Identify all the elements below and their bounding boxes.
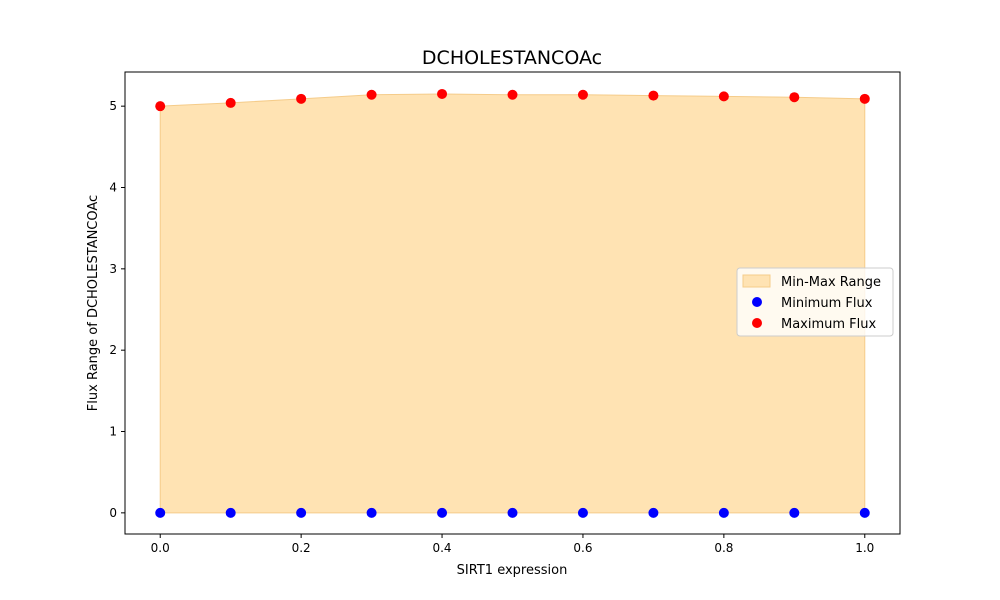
legend-label-range: Min-Max Range [781, 275, 881, 290]
y-tick-label: 1 [109, 425, 117, 439]
min-flux-point [718, 507, 729, 518]
x-axis-ticks: 0.0 0.2 0.4 0.6 0.8 1.0 [151, 534, 874, 555]
y-tick-label: 4 [109, 181, 117, 195]
y-tick-label: 2 [109, 343, 117, 357]
x-tick-label: 0.0 [151, 541, 170, 555]
y-axis-label: Flux Range of DCHOLESTANCOAc [86, 195, 101, 411]
min-flux-point [296, 507, 307, 518]
x-tick-label: 0.2 [292, 541, 311, 555]
data-points [155, 88, 870, 518]
legend-marker-min [752, 297, 762, 307]
min-flux-point [507, 507, 518, 518]
max-flux-point [577, 89, 588, 100]
max-flux-point [718, 91, 729, 102]
min-flux-point [225, 507, 236, 518]
x-axis-label: SIRT1 expression [457, 563, 568, 578]
max-flux-point [648, 90, 659, 101]
legend-label-min: Minimum Flux [781, 296, 873, 311]
max-flux-point [366, 89, 377, 100]
min-flux-point [577, 507, 588, 518]
legend: Min-Max Range Minimum Flux Maximum Flux [736, 267, 894, 337]
y-tick-label: 0 [109, 506, 117, 520]
legend-box [736, 267, 894, 337]
max-flux-point [789, 92, 800, 103]
min-flux-point [789, 507, 800, 518]
x-tick-label: 0.4 [432, 541, 451, 555]
max-flux-point [859, 93, 870, 104]
min-flux-point [437, 507, 448, 518]
plot-frame [124, 71, 901, 535]
y-axis-ticks: 0 1 2 3 4 5 [109, 99, 125, 520]
y-tick-label: 3 [109, 262, 117, 276]
min-flux-point [155, 507, 166, 518]
min-flux-point [859, 507, 870, 518]
legend-marker-max [752, 318, 762, 328]
y-tick-label: 5 [109, 99, 117, 113]
min-flux-point [366, 507, 377, 518]
max-flux-point [155, 101, 166, 112]
max-flux-point [507, 89, 518, 100]
x-tick-label: 1.0 [855, 541, 874, 555]
chart-title: DCHOLESTANCOAc [422, 47, 602, 69]
max-flux-point [437, 88, 448, 99]
legend-swatch-range [742, 274, 771, 288]
min-flux-point [648, 507, 659, 518]
legend-label-max: Maximum Flux [781, 317, 877, 332]
max-flux-point [225, 97, 236, 108]
x-tick-label: 0.8 [714, 541, 733, 555]
max-flux-point [296, 93, 307, 104]
x-tick-label: 0.6 [573, 541, 592, 555]
